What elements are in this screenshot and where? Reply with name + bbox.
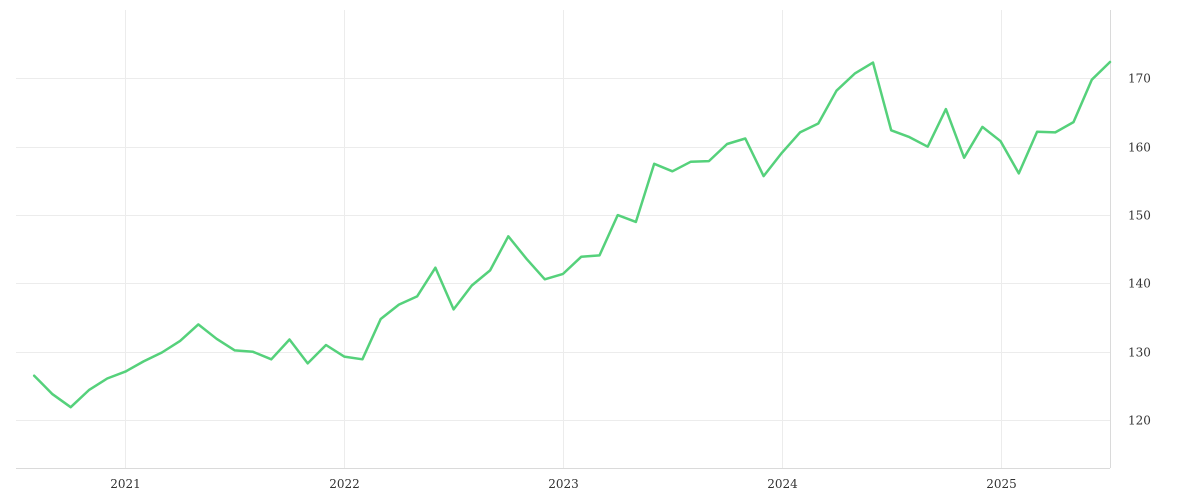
axes <box>16 10 1111 469</box>
tick-labels: 120 130 140 150 160 170 2021 2022 2023 2024 2025 <box>110 72 1151 492</box>
y-tick-label: 150 <box>1128 209 1151 223</box>
y-tick-label: 130 <box>1128 346 1151 360</box>
y-tick-label: 170 <box>1128 72 1151 86</box>
series-line-0 <box>32 60 1112 409</box>
y-tick-label: 120 <box>1128 414 1151 428</box>
x-tick-label: 2022 <box>329 477 360 491</box>
y-tick-label: 140 <box>1128 277 1151 291</box>
y-tick-label: 160 <box>1128 141 1151 155</box>
series-layer <box>32 60 1112 409</box>
x-tick-label: 2025 <box>986 477 1017 491</box>
grid <box>16 10 1110 468</box>
x-tick-label: 2023 <box>548 477 579 491</box>
x-tick-label: 2024 <box>767 477 798 491</box>
x-tick-label: 2021 <box>110 477 141 491</box>
